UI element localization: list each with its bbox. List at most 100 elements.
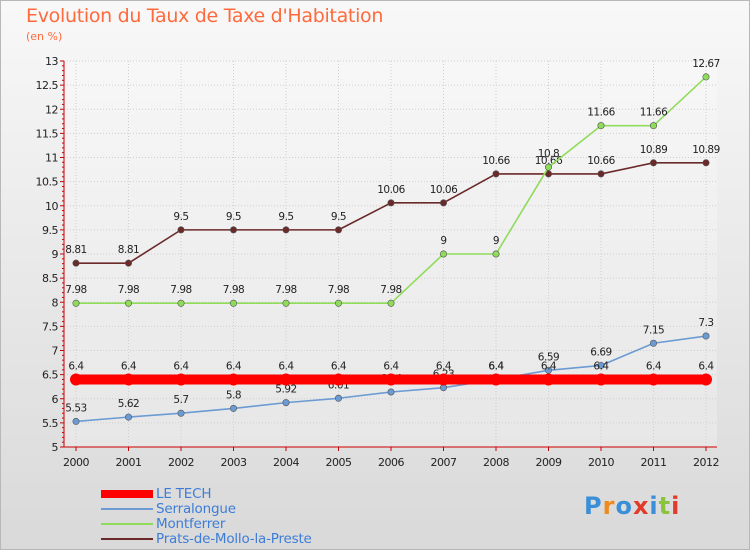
data-label-montferrer: 10.8 bbox=[538, 148, 559, 160]
y-tick-label: 7.5 bbox=[42, 320, 58, 333]
x-tick-label: 2011 bbox=[641, 456, 667, 469]
data-point-serralongue bbox=[649, 339, 657, 347]
data-point-montferrer bbox=[544, 163, 552, 171]
data-point-le-tech bbox=[70, 373, 82, 386]
data-label-le-tech: 6.4 bbox=[541, 360, 557, 372]
data-label-montferrer: 7.98 bbox=[170, 284, 191, 296]
y-tick-label: 6 bbox=[52, 393, 59, 406]
data-label-montferrer: 7.98 bbox=[118, 284, 139, 296]
data-label-prats-de-mollo-la-preste: 10.66 bbox=[535, 155, 563, 167]
data-label-prats-de-mollo-la-preste: 8.81 bbox=[118, 244, 139, 256]
y-tick-label: 10.5 bbox=[36, 176, 59, 189]
data-point-serralongue bbox=[282, 399, 290, 407]
y-tick-label: 8 bbox=[52, 296, 59, 309]
data-label-le-tech: 6.4 bbox=[488, 360, 504, 372]
data-point-prats-de-mollo-la-preste bbox=[597, 170, 605, 178]
logo-letter: r bbox=[602, 492, 616, 520]
data-point-prats-de-mollo-la-preste bbox=[125, 259, 133, 267]
x-tick-label: 2002 bbox=[168, 456, 194, 469]
data-point-montferrer bbox=[125, 299, 133, 307]
data-label-montferrer: 7.98 bbox=[328, 284, 349, 296]
y-tick-label: 13 bbox=[45, 55, 58, 68]
legend-label-serralongue: Serralongue bbox=[156, 501, 236, 517]
data-label-prats-de-mollo-la-preste: 10.06 bbox=[430, 184, 458, 196]
data-label-prats-de-mollo-la-preste: 10.66 bbox=[587, 155, 615, 167]
data-point-prats-de-mollo-la-preste bbox=[230, 226, 238, 234]
data-point-prats-de-mollo-la-preste bbox=[649, 159, 657, 167]
data-point-serralongue bbox=[177, 409, 185, 417]
y-tick-label: 11 bbox=[45, 152, 58, 165]
x-tick-label: 2007 bbox=[431, 456, 457, 469]
legend-swatch-montferrer bbox=[101, 523, 153, 525]
data-label-prats-de-mollo-la-preste: 9.5 bbox=[278, 211, 293, 223]
data-point-prats-de-mollo-la-preste bbox=[282, 226, 290, 234]
data-point-montferrer bbox=[282, 299, 290, 307]
data-label-prats-de-mollo-la-preste: 8.81 bbox=[65, 244, 86, 256]
x-tick-label: 2006 bbox=[378, 456, 404, 469]
data-point-le-tech bbox=[227, 373, 240, 386]
data-label-le-tech: 6.4 bbox=[331, 360, 347, 372]
data-label-montferrer: 7.98 bbox=[275, 284, 296, 296]
y-tick-label: 12.5 bbox=[36, 79, 59, 92]
data-label-le-tech: 6.4 bbox=[436, 360, 452, 372]
data-label-prats-de-mollo-la-preste: 10.89 bbox=[692, 144, 720, 156]
data-point-le-tech bbox=[647, 373, 660, 386]
logo-letter: i bbox=[649, 492, 659, 520]
y-tick-label: 7 bbox=[52, 345, 59, 358]
x-tick-label: 2009 bbox=[536, 456, 562, 469]
data-label-montferrer: 7.98 bbox=[380, 284, 401, 296]
data-point-prats-de-mollo-la-preste bbox=[334, 226, 342, 234]
x-tick-label: 2003 bbox=[221, 456, 247, 469]
data-label-montferrer: 7.98 bbox=[223, 284, 244, 296]
data-label-serralongue: 6.4 bbox=[488, 360, 504, 372]
chart-title: Evolution du Taux de Taxe d'Habitation bbox=[26, 5, 384, 27]
data-label-serralongue: 5.8 bbox=[226, 389, 241, 401]
data-label-serralongue: 5.53 bbox=[65, 402, 86, 414]
data-label-serralongue: 7.3 bbox=[698, 317, 713, 329]
y-tick-label: 11.5 bbox=[36, 127, 59, 140]
data-label-prats-de-mollo-la-preste: 10.89 bbox=[640, 144, 668, 156]
data-label-montferrer: 11.66 bbox=[640, 107, 668, 119]
data-label-le-tech: 6.4 bbox=[646, 360, 662, 372]
logo-letter: x bbox=[632, 492, 650, 520]
legend-swatch-prats bbox=[101, 538, 153, 540]
data-label-montferrer: 9 bbox=[440, 235, 446, 247]
logo-letter: t bbox=[658, 492, 672, 520]
data-label-montferrer: 7.98 bbox=[65, 284, 86, 296]
x-tick-label: 2012 bbox=[693, 456, 719, 469]
data-point-montferrer bbox=[492, 250, 500, 258]
data-label-le-tech: 6.4 bbox=[593, 360, 609, 372]
y-tick-label: 9 bbox=[52, 248, 59, 261]
data-point-le-tech bbox=[280, 373, 292, 386]
x-tick-label: 2004 bbox=[273, 456, 299, 469]
data-point-montferrer bbox=[702, 73, 710, 81]
data-label-le-tech: 6.4 bbox=[698, 360, 714, 372]
legend-label-le-tech: LE TECH bbox=[156, 486, 212, 502]
x-tick-label: 2001 bbox=[116, 456, 142, 469]
data-label-le-tech: 6.4 bbox=[68, 360, 84, 372]
logo-letter: i bbox=[671, 492, 681, 520]
x-tick-label: 2005 bbox=[326, 456, 352, 469]
data-point-montferrer bbox=[334, 299, 342, 307]
data-label-prats-de-mollo-la-preste: 10.66 bbox=[482, 155, 510, 167]
data-label-prats-de-mollo-la-preste: 10.06 bbox=[377, 184, 405, 196]
data-label-le-tech: 6.4 bbox=[121, 360, 137, 372]
y-tick-label: 5.5 bbox=[42, 417, 58, 430]
data-point-le-tech bbox=[542, 373, 555, 386]
data-point-prats-de-mollo-la-preste bbox=[72, 259, 80, 267]
data-point-serralongue bbox=[230, 404, 238, 412]
data-label-le-tech: 6.4 bbox=[383, 360, 399, 372]
data-label-prats-de-mollo-la-preste: 9.5 bbox=[173, 211, 188, 223]
data-label-le-tech: 6.4 bbox=[226, 360, 242, 372]
data-point-montferrer bbox=[177, 299, 185, 307]
x-tick-label: 2010 bbox=[588, 456, 614, 469]
y-tick-label: 10 bbox=[45, 200, 58, 213]
y-tick-label: 8.5 bbox=[42, 272, 58, 285]
data-point-prats-de-mollo-la-preste bbox=[177, 226, 185, 234]
y-tick-label: 6.5 bbox=[42, 369, 58, 382]
data-point-serralongue bbox=[702, 332, 710, 340]
data-point-serralongue bbox=[125, 413, 133, 421]
legend-label-montferrer: Montferrer bbox=[156, 516, 226, 532]
data-point-montferrer bbox=[230, 299, 238, 307]
